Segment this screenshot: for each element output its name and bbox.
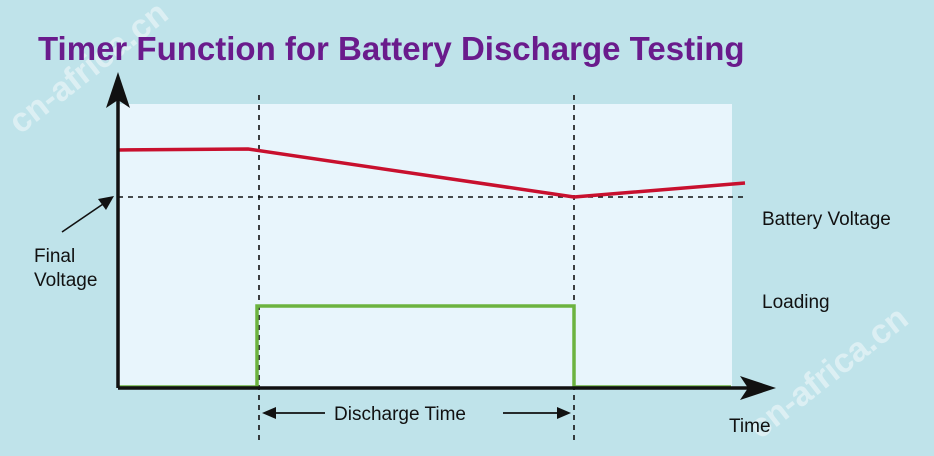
discharge-time-right-arrow-icon	[557, 407, 571, 419]
plot-area	[118, 104, 732, 388]
final-voltage-label-line2: Voltage	[34, 270, 97, 291]
final-voltage-pointer-arrow-icon	[98, 196, 114, 210]
diagram-title: Timer Function for Battery Discharge Tes…	[38, 30, 745, 67]
loading-label: Loading	[762, 292, 830, 313]
battery-voltage-label: Battery Voltage	[762, 209, 891, 230]
x-axis-arrow-icon	[740, 376, 776, 400]
final-voltage-label-line1: Final	[34, 246, 75, 267]
final-voltage-pointer-line	[61, 201, 107, 233]
time-axis-label: Time	[729, 416, 771, 437]
y-axis-arrow-icon	[106, 72, 130, 108]
discharge-time-left-arrow-icon	[262, 407, 276, 419]
battery-voltage-curve	[117, 147, 746, 199]
discharge-time-label: Discharge Time	[334, 404, 466, 425]
